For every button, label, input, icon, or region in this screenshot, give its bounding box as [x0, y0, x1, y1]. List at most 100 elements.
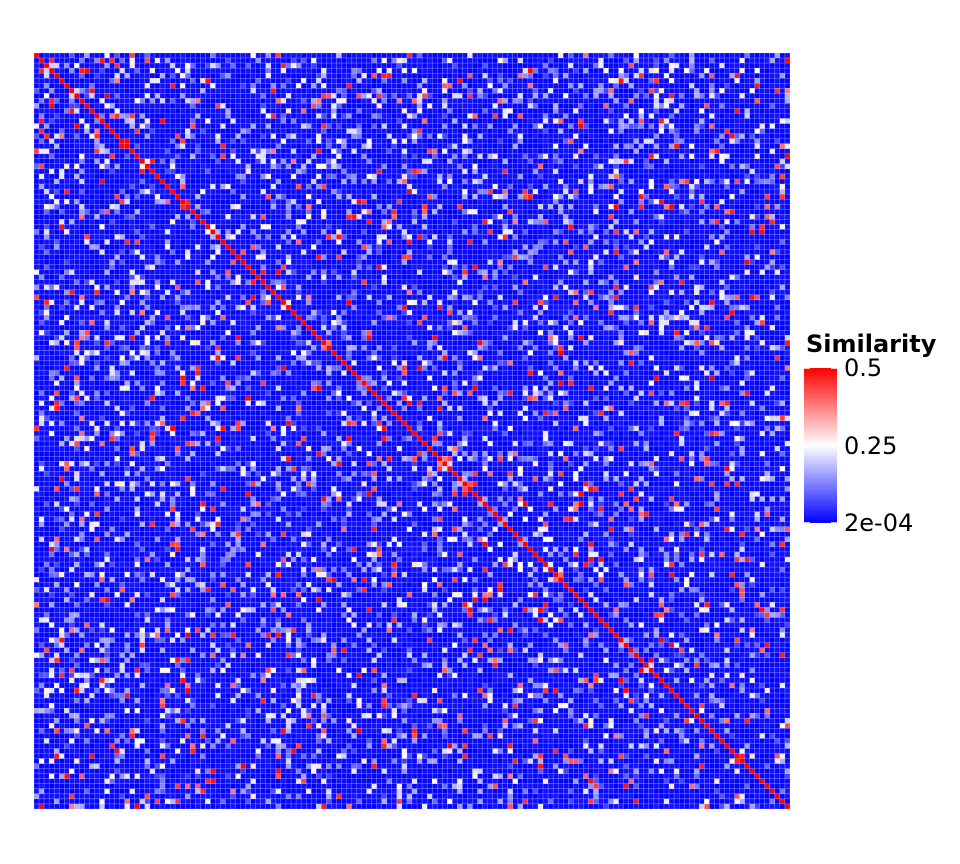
heatmap-cell [195, 174, 200, 179]
heatmap-cell [543, 113, 548, 118]
heatmap-cell [160, 134, 165, 139]
heatmap-cell [165, 209, 170, 214]
heatmap-cell [669, 199, 674, 204]
heatmap-cell [200, 174, 205, 179]
heatmap-cell [709, 134, 714, 139]
heatmap-cell [488, 53, 493, 58]
heatmap-cell [568, 139, 573, 144]
heatmap-cell [311, 159, 316, 164]
heatmap-cell [699, 139, 704, 144]
heatmap-cell [236, 108, 241, 113]
heatmap-cell [84, 103, 89, 108]
heatmap-cell [518, 164, 523, 169]
heatmap-cell [49, 169, 54, 174]
heatmap-cell [593, 169, 598, 174]
heatmap-cell [261, 103, 266, 108]
heatmap-cell [714, 113, 719, 118]
heatmap-cell [175, 98, 180, 103]
heatmap-cell [44, 169, 49, 174]
heatmap-cell [246, 184, 251, 189]
heatmap-cell [498, 134, 503, 139]
heatmap-cell [583, 154, 588, 159]
heatmap-cell [125, 139, 130, 144]
heatmap-cell [205, 103, 210, 108]
heatmap-cell [719, 78, 724, 83]
heatmap-cell [120, 93, 125, 98]
heatmap-cell [205, 83, 210, 88]
heatmap-cell [724, 149, 729, 154]
heatmap-cell [518, 204, 523, 209]
heatmap-cell [100, 98, 105, 103]
heatmap-cell [644, 58, 649, 63]
heatmap-cell [316, 98, 321, 103]
heatmap-cell [609, 169, 614, 174]
heatmap-cell [563, 149, 568, 154]
heatmap-cell [79, 194, 84, 199]
heatmap-cell [679, 164, 684, 169]
heatmap-cell [780, 93, 785, 98]
heatmap-cell [352, 189, 357, 194]
heatmap-cell [281, 88, 286, 93]
heatmap-cell [724, 209, 729, 214]
heatmap-cell [654, 204, 659, 209]
heatmap-cell [266, 83, 271, 88]
heatmap-cell [427, 113, 432, 118]
heatmap-cell [165, 139, 170, 144]
heatmap-cell [210, 108, 215, 113]
heatmap-cell [296, 108, 301, 113]
heatmap-cell [533, 184, 538, 189]
heatmap-cell [558, 119, 563, 124]
heatmap-cell [493, 139, 498, 144]
heatmap-cell [271, 214, 276, 219]
heatmap-cell [266, 139, 271, 144]
heatmap-cell [649, 134, 654, 139]
heatmap-cell [64, 209, 69, 214]
heatmap-cell [382, 214, 387, 219]
heatmap-cell [694, 159, 699, 164]
heatmap-cell [180, 103, 185, 108]
heatmap-cell [281, 199, 286, 204]
heatmap-cell [634, 83, 639, 88]
heatmap-cell [493, 184, 498, 189]
heatmap-cell [760, 83, 765, 88]
heatmap-cell [538, 184, 543, 189]
heatmap-cell [377, 119, 382, 124]
heatmap-cell [246, 164, 251, 169]
heatmap-cell [336, 184, 341, 189]
heatmap-cell [311, 98, 316, 103]
heatmap-cell [553, 199, 558, 204]
heatmap-cell [472, 58, 477, 63]
heatmap-cell [649, 53, 654, 58]
heatmap-cell [432, 199, 437, 204]
heatmap-cell [780, 159, 785, 164]
heatmap-cell [291, 209, 296, 214]
heatmap-cell [775, 194, 780, 199]
heatmap-cell [291, 164, 296, 169]
heatmap-cell [619, 124, 624, 129]
heatmap-cell [614, 209, 619, 214]
heatmap-cell [654, 68, 659, 73]
heatmap-cell [578, 164, 583, 169]
heatmap-cell [115, 154, 120, 159]
heatmap-cell [568, 189, 573, 194]
heatmap-cell [231, 119, 236, 124]
heatmap-cell [286, 124, 291, 129]
heatmap-cell [447, 78, 452, 83]
heatmap-cell [215, 63, 220, 68]
heatmap-cell [145, 164, 150, 169]
heatmap-cell [508, 129, 513, 134]
heatmap-cell [39, 214, 44, 219]
heatmap-cell [100, 179, 105, 184]
heatmap-cell [674, 124, 679, 129]
heatmap-cell [750, 189, 755, 194]
heatmap-cell [578, 174, 583, 179]
heatmap-cell [730, 113, 735, 118]
heatmap-cell [59, 199, 64, 204]
heatmap-cell [523, 159, 528, 164]
heatmap-cell [704, 78, 709, 83]
heatmap-cell [74, 53, 79, 58]
heatmap-cell [679, 129, 684, 134]
heatmap-cell [609, 103, 614, 108]
heatmap-cell [64, 194, 69, 199]
heatmap-cell [457, 159, 462, 164]
